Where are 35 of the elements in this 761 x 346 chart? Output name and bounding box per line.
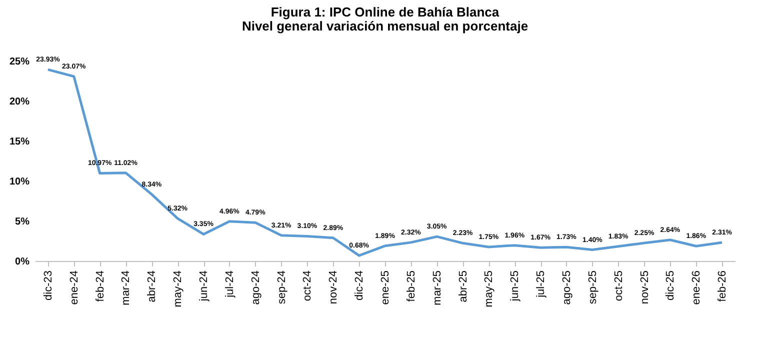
x-tick-label: may-24 — [172, 270, 184, 308]
x-tick-label: nov-25 — [638, 270, 651, 304]
x-tick-label: oct-25 — [612, 270, 625, 302]
x-tick-label: dic-25 — [664, 270, 677, 300]
x-tick-label: may-25 — [483, 270, 496, 308]
x-tick-label: mar-24 — [120, 270, 132, 306]
x-tick-label: dic-23 — [42, 270, 54, 300]
x-tick-label: sep-25 — [586, 270, 599, 304]
y-tick-label: 5% — [15, 216, 30, 228]
x-tick-label: oct-24 — [302, 270, 314, 302]
x-tick-label: abr-24 — [146, 270, 158, 302]
x-tick-label: mar-25 — [431, 270, 444, 306]
x-tick-label: abr-25 — [457, 270, 470, 302]
x-tick-label: ago-25 — [560, 270, 573, 305]
x-tick-label: jul-24 — [224, 270, 236, 298]
chart-subtitle: Nivel general variación mensual en porcentaje — [242, 18, 528, 34]
x-tick-label: feb-25 — [405, 270, 418, 302]
x-tick-label: ago-24 — [250, 270, 262, 305]
x-tick-label: ene-24 — [68, 270, 80, 305]
y-tick-label: 25% — [9, 56, 30, 68]
x-tick-label: jun-24 — [198, 270, 210, 302]
y-tick-label: 10% — [9, 176, 30, 188]
x-tick-label: nov-24 — [328, 270, 340, 304]
x-tick-label: feb-24 — [94, 270, 106, 302]
y-tick-label: 20% — [9, 96, 30, 108]
x-tick-label: ene-25 — [380, 270, 392, 305]
x-tick-label: jun-25 — [509, 270, 522, 302]
x-tick-label: sep-24 — [276, 270, 288, 304]
y-tick-label: 15% — [9, 136, 30, 148]
x-tick-label: dic-24 — [354, 270, 366, 300]
y-tick-label: 0% — [15, 256, 30, 268]
x-tick-label: jul-25 — [535, 270, 548, 298]
chart-title: Figura 1: IPC Online de Bahía Blanca — [270, 4, 500, 20]
x-tick-label: feb-26 — [716, 270, 729, 302]
x-tick-label: ene-26 — [690, 270, 703, 305]
